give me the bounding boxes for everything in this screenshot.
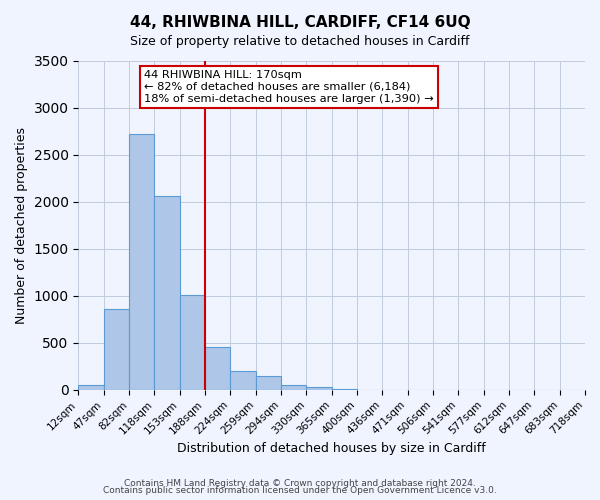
Text: 44 RHIWBINA HILL: 170sqm
← 82% of detached houses are smaller (6,184)
18% of sem: 44 RHIWBINA HILL: 170sqm ← 82% of detach…	[144, 70, 434, 104]
Bar	[205, 347, 230, 390]
Bar	[230, 370, 256, 390]
Bar	[79, 384, 104, 390]
Bar	[104, 310, 129, 390]
X-axis label: Distribution of detached houses by size in Cardiff: Distribution of detached houses by size …	[178, 442, 486, 455]
Bar	[307, 387, 332, 390]
Text: Contains public sector information licensed under the Open Government Licence v3: Contains public sector information licen…	[103, 486, 497, 495]
Text: 44, RHIWBINA HILL, CARDIFF, CF14 6UQ: 44, RHIWBINA HILL, CARDIFF, CF14 6UQ	[130, 15, 470, 30]
Bar	[180, 295, 205, 390]
Bar	[256, 376, 281, 390]
Bar	[281, 384, 307, 390]
Bar	[129, 134, 154, 390]
Text: Contains HM Land Registry data © Crown copyright and database right 2024.: Contains HM Land Registry data © Crown c…	[124, 478, 476, 488]
Y-axis label: Number of detached properties: Number of detached properties	[15, 126, 28, 324]
Text: Size of property relative to detached houses in Cardiff: Size of property relative to detached ho…	[130, 35, 470, 48]
Bar	[154, 196, 180, 390]
Bar	[332, 389, 357, 390]
